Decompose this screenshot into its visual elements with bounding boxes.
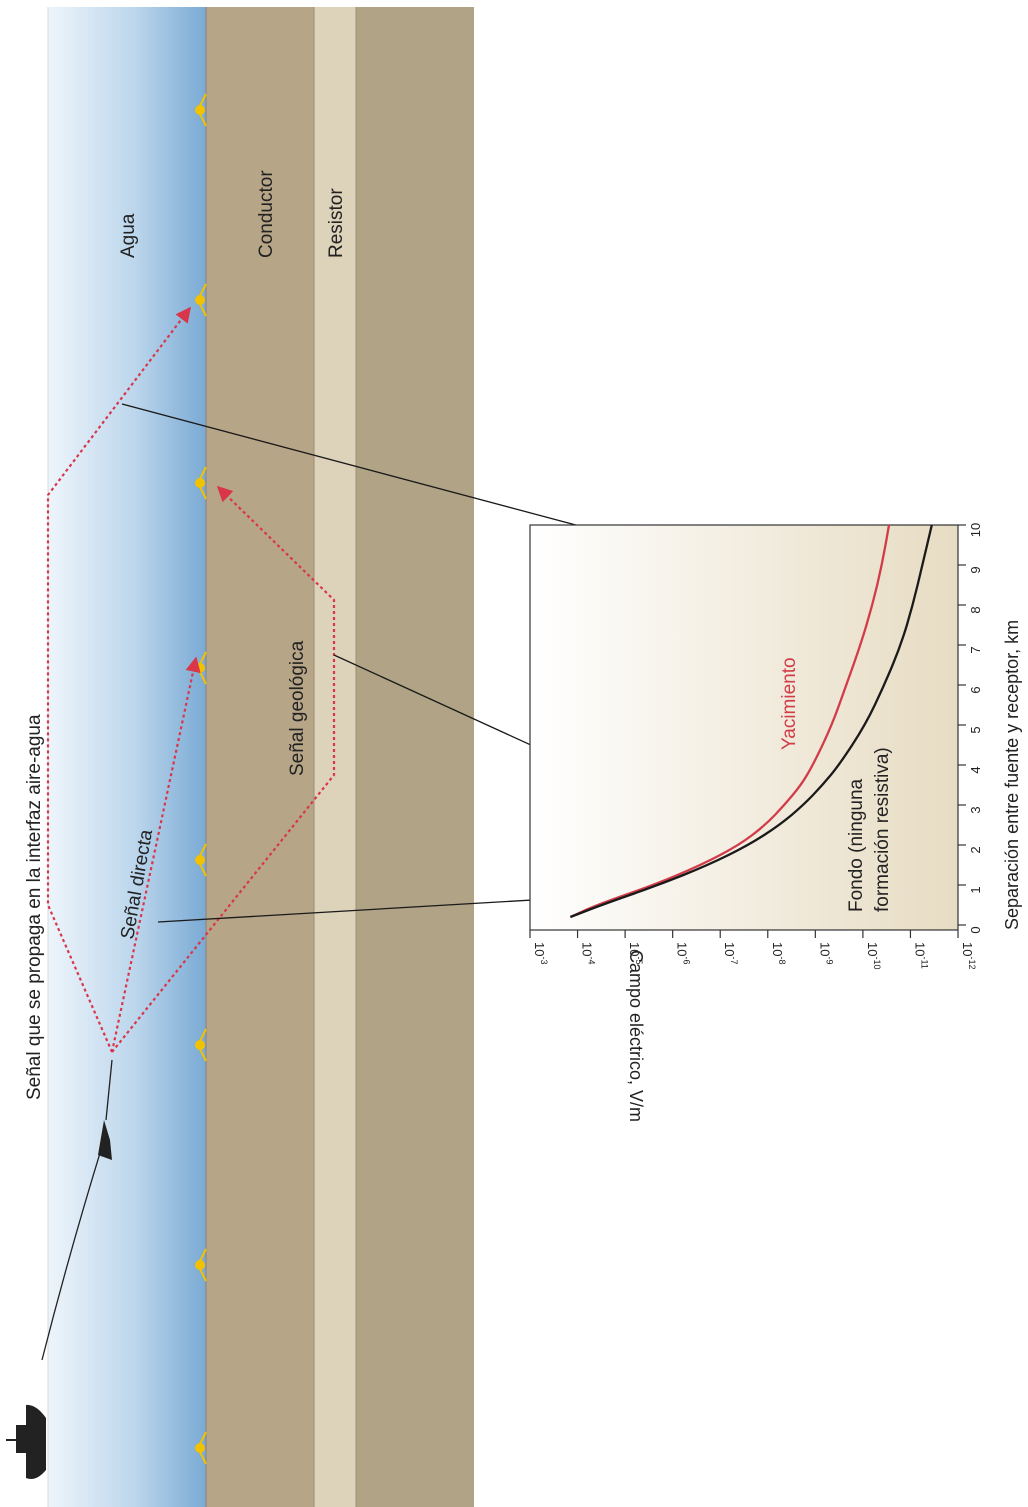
y-tick-label: 10-3 <box>532 942 549 964</box>
y-tick-label: 10-6 <box>675 942 692 964</box>
y-tick-label: 10-9 <box>817 942 834 964</box>
x-tick-label: 7 <box>968 646 983 653</box>
y-tick-label: 10-10 <box>865 942 882 969</box>
curve-fondo <box>569 524 933 919</box>
y-tick-label: 10-5 <box>627 942 644 964</box>
conductor-layer <box>206 7 314 1507</box>
receiver-icon <box>195 283 207 317</box>
em-source-icon <box>98 1120 112 1160</box>
x-tick-label: 5 <box>968 726 983 733</box>
label-water-layer: Agua <box>118 213 139 258</box>
survey-vessel <box>6 1059 113 1479</box>
receiver-icon <box>195 466 207 500</box>
label-geologic-signal: Señal geológica <box>287 640 308 776</box>
x-axis-title: Separación entre fuente y receptor, km <box>1002 620 1022 930</box>
receiver-icon <box>195 843 207 877</box>
series-label-fondo-line-1: Fondo (ninguna <box>846 778 867 912</box>
x-tick-label: 8 <box>968 606 983 613</box>
water-layer <box>48 7 206 1507</box>
x-tick-label: 4 <box>968 766 983 773</box>
y-tick-label: 10-4 <box>580 942 597 964</box>
receiver-icon <box>195 1028 207 1062</box>
label-conductor-layer: Conductor <box>256 170 277 258</box>
y-tick-label: 10-11 <box>912 942 929 969</box>
y-tick-label: 10-8 <box>770 942 787 964</box>
label-resistor-layer: Resistor <box>326 188 347 258</box>
direct-signal-path <box>110 656 201 1053</box>
x-tick-label: 6 <box>968 686 983 693</box>
series-label-yacimiento: Yacimiento <box>779 657 800 750</box>
series-label-fondo-line-2: formación resistiva) <box>872 747 893 912</box>
x-tick-label: 10 <box>968 523 983 537</box>
receiver-icon <box>195 1248 207 1282</box>
chart-ticks: 0 1 2 3 4 5 6 7 8 9 10 10-3 10-4 10-5 10-6 10-7 10-8 10-9… <box>529 523 983 969</box>
y-tick-label: 10-7 <box>722 942 739 964</box>
source-antenna <box>105 1059 113 1121</box>
receiver-icon <box>195 1431 207 1465</box>
y-axis-title: Campo eléctrico, V/m <box>626 950 646 1122</box>
x-tick-label: 9 <box>968 566 983 573</box>
x-tick-label: 1 <box>968 886 983 893</box>
signal-paths <box>46 306 336 1053</box>
x-tick-label: 0 <box>968 926 983 933</box>
vessel-hull-icon <box>26 1404 46 1479</box>
x-tick-label: 2 <box>968 846 983 853</box>
air-water-signal-path <box>46 306 191 1053</box>
y-tick-label: 10-12 <box>960 942 977 969</box>
curve-yacimiento <box>569 524 891 919</box>
deep-layer <box>356 7 474 1507</box>
tow-cable <box>41 1139 105 1361</box>
chart-plot-area <box>529 524 959 931</box>
electric-field-chart: 0 1 2 3 4 5 6 7 8 9 10 10-3 10-4 10-5 10-6 10-7 10-8 10-9… <box>529 523 1022 1122</box>
label-air-water-signal: Señal que se propaga en la interfaz aire… <box>24 714 45 1100</box>
x-tick-label: 3 <box>968 806 983 813</box>
chart-curves <box>569 524 933 919</box>
receiver-icon <box>195 93 207 127</box>
earth-section <box>47 7 474 1507</box>
